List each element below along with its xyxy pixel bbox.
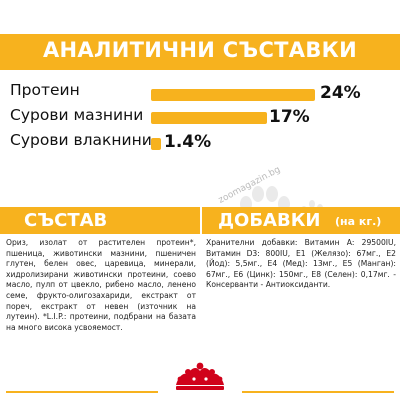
metrics-panel: Протеин 24% Сурови мазнини 17% Сурови вл…	[0, 78, 400, 158]
composition-header: СЪСТАВ	[0, 207, 200, 234]
metric-bar-fibre	[151, 138, 161, 150]
footer-line-left	[6, 391, 158, 393]
additives-unit: (на кг.)	[335, 215, 382, 228]
metric-value-protein: 24%	[320, 83, 361, 103]
analytical-banner: АНАЛИТИЧНИ СЪСТАВКИ	[0, 34, 400, 70]
metric-label-fibre: Сурови влакнини	[10, 131, 152, 149]
metric-bar-fat	[151, 112, 268, 124]
crown-logo	[176, 362, 224, 390]
metric-value-fat: 17%	[269, 107, 310, 127]
additives-text: Хранителни добавки: Витамин A: 29500IU, …	[206, 238, 396, 290]
metric-bar-protein	[151, 89, 316, 101]
additives-header: ДОБАВКИ (на кг.)	[202, 207, 400, 234]
additives-title: ДОБАВКИ	[218, 210, 321, 231]
metric-label-protein: Протеин	[10, 81, 80, 99]
metric-label-fat: Сурови мазнини	[10, 106, 144, 124]
composition-title: СЪСТАВ	[24, 210, 108, 231]
metric-value-fibre: 1.4%	[164, 132, 212, 152]
footer-line-right	[242, 391, 394, 393]
analytical-title: АНАЛИТИЧНИ СЪСТАВКИ	[42, 38, 357, 62]
composition-text: Ориз, изолат от растителен протеин*, пше…	[6, 238, 196, 332]
